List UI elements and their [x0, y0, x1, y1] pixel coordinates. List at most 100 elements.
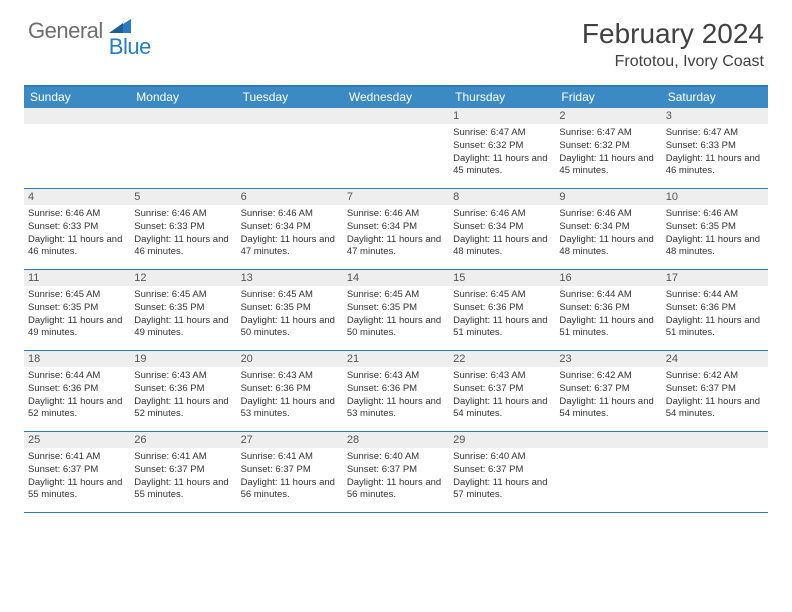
day-number: 17: [662, 270, 768, 286]
sunrise-text: Sunrise: 6:40 AM: [453, 451, 551, 464]
daylight-text: Daylight: 11 hours and 54 minutes.: [666, 396, 764, 422]
brand-text-blue: Blue: [109, 34, 151, 60]
day-number: 12: [130, 270, 236, 286]
calendar-cell: 4Sunrise: 6:46 AMSunset: 6:33 PMDaylight…: [24, 189, 130, 269]
sunset-text: Sunset: 6:35 PM: [666, 221, 764, 234]
sunset-text: Sunset: 6:35 PM: [134, 302, 232, 315]
sunrise-text: Sunrise: 6:41 AM: [241, 451, 339, 464]
daylight-text: Daylight: 11 hours and 46 minutes.: [666, 153, 764, 179]
sunrise-text: Sunrise: 6:45 AM: [134, 289, 232, 302]
sunset-text: Sunset: 6:32 PM: [453, 140, 551, 153]
daylight-text: Daylight: 11 hours and 51 minutes.: [666, 315, 764, 341]
day-number: 19: [130, 351, 236, 367]
day-number: 6: [237, 189, 343, 205]
calendar-cell: 13 Sunrise: 6:45 AMSunset: 6:35 PMDayligh…: [237, 270, 343, 350]
sunrise-text: Sunrise: 6:45 AM: [347, 289, 445, 302]
sunset-text: Sunset: 6:34 PM: [453, 221, 551, 234]
sunset-text: Sunset: 6:35 PM: [347, 302, 445, 315]
sunrise-text: Sunrise: 6:43 AM: [134, 370, 232, 383]
daylight-text: Daylight: 11 hours and 47 minutes.: [347, 234, 445, 260]
sunrise-text: Sunrise: 6:46 AM: [666, 208, 764, 221]
calendar: SundayMondayTuesdayWednesdayThursdayFrid…: [24, 85, 768, 513]
day-number: 7: [343, 189, 449, 205]
sunset-text: Sunset: 6:35 PM: [241, 302, 339, 315]
weekday-label: Monday: [130, 87, 236, 108]
calendar-cell: 26Sunrise: 6:41 AMSunset: 6:37 PMDayligh…: [130, 432, 236, 512]
daylight-text: Daylight: 11 hours and 48 minutes.: [453, 234, 551, 260]
calendar-cell: [662, 432, 768, 512]
day-number: 10: [662, 189, 768, 205]
day-number: 21: [343, 351, 449, 367]
daylight-text: Daylight: 11 hours and 48 minutes.: [666, 234, 764, 260]
sunset-text: Sunset: 6:37 PM: [347, 464, 445, 477]
day-number: 22: [449, 351, 555, 367]
sunset-text: Sunset: 6:34 PM: [347, 221, 445, 234]
weekday-header: SundayMondayTuesdayWednesdayThursdayFrid…: [24, 87, 768, 108]
calendar-cell: 15Sunrise: 6:45 AMSunset: 6:36 PMDayligh…: [449, 270, 555, 350]
calendar-cell: 28Sunrise: 6:40 AMSunset: 6:37 PMDayligh…: [343, 432, 449, 512]
calendar-week: 25Sunrise: 6:41 AMSunset: 6:37 PMDayligh…: [24, 432, 768, 513]
day-number: 13: [237, 270, 343, 286]
page-header: General Blue February 2024 Frototou, Ivo…: [0, 0, 792, 79]
weekday-label: Saturday: [662, 87, 768, 108]
sunset-text: Sunset: 6:34 PM: [559, 221, 657, 234]
calendar-cell: 21Sunrise: 6:43 AMSunset: 6:36 PMDayligh…: [343, 351, 449, 431]
calendar-cell: 10 Sunrise: 6:46 AMSunset: 6:35 PMDayligh…: [662, 189, 768, 269]
calendar-cell: [343, 108, 449, 188]
daylight-text: Daylight: 11 hours and 52 minutes.: [28, 396, 126, 422]
sunrise-text: Sunrise: 6:46 AM: [241, 208, 339, 221]
day-number: 20: [237, 351, 343, 367]
sunrise-text: Sunrise: 6:45 AM: [241, 289, 339, 302]
calendar-cell: 9Sunrise: 6:46 AMSunset: 6:34 PMDaylight…: [555, 189, 661, 269]
sunset-text: Sunset: 6:32 PM: [559, 140, 657, 153]
daylight-text: Daylight: 11 hours and 50 minutes.: [241, 315, 339, 341]
day-number: 14: [343, 270, 449, 286]
calendar-cell: 24Sunrise: 6:42 AMSunset: 6:37 PMDayligh…: [662, 351, 768, 431]
sunrise-text: Sunrise: 6:47 AM: [453, 127, 551, 140]
day-number: 18: [24, 351, 130, 367]
sunset-text: Sunset: 6:34 PM: [241, 221, 339, 234]
sunset-text: Sunset: 6:35 PM: [28, 302, 126, 315]
daylight-text: Daylight: 11 hours and 48 minutes.: [559, 234, 657, 260]
daylight-text: Daylight: 11 hours and 51 minutes.: [453, 315, 551, 341]
sunrise-text: Sunrise: 6:40 AM: [347, 451, 445, 464]
sunset-text: Sunset: 6:37 PM: [453, 383, 551, 396]
daylight-text: Daylight: 11 hours and 46 minutes.: [28, 234, 126, 260]
daylight-text: Daylight: 11 hours and 56 minutes.: [241, 477, 339, 503]
daylight-text: Daylight: 11 hours and 47 minutes.: [241, 234, 339, 260]
sunrise-text: Sunrise: 6:41 AM: [134, 451, 232, 464]
brand-logo: General Blue: [28, 18, 173, 44]
calendar-cell: 25Sunrise: 6:41 AMSunset: 6:37 PMDayligh…: [24, 432, 130, 512]
day-number-empty: [237, 108, 343, 124]
daylight-text: Daylight: 11 hours and 56 minutes.: [347, 477, 445, 503]
sunrise-text: Sunrise: 6:42 AM: [559, 370, 657, 383]
daylight-text: Daylight: 11 hours and 52 minutes.: [134, 396, 232, 422]
daylight-text: Daylight: 11 hours and 55 minutes.: [28, 477, 126, 503]
calendar-cell: 7Sunrise: 6:46 AMSunset: 6:34 PMDaylight…: [343, 189, 449, 269]
weekday-label: Sunday: [24, 87, 130, 108]
sunset-text: Sunset: 6:33 PM: [666, 140, 764, 153]
daylight-text: Daylight: 11 hours and 53 minutes.: [347, 396, 445, 422]
sunrise-text: Sunrise: 6:46 AM: [134, 208, 232, 221]
sunset-text: Sunset: 6:36 PM: [559, 302, 657, 315]
sunrise-text: Sunrise: 6:43 AM: [241, 370, 339, 383]
sunset-text: Sunset: 6:36 PM: [347, 383, 445, 396]
calendar-cell: [555, 432, 661, 512]
calendar-week: 18Sunrise: 6:44 AMSunset: 6:36 PMDayligh…: [24, 351, 768, 432]
day-number: 27: [237, 432, 343, 448]
calendar-week: 4Sunrise: 6:46 AMSunset: 6:33 PMDaylight…: [24, 189, 768, 270]
calendar-cell: [237, 108, 343, 188]
day-number: 5: [130, 189, 236, 205]
sunrise-text: Sunrise: 6:44 AM: [28, 370, 126, 383]
weekday-label: Thursday: [449, 87, 555, 108]
calendar-cell: 22Sunrise: 6:43 AMSunset: 6:37 PMDayligh…: [449, 351, 555, 431]
sunrise-text: Sunrise: 6:44 AM: [666, 289, 764, 302]
day-number: 24: [662, 351, 768, 367]
day-number: 8: [449, 189, 555, 205]
calendar-cell: 1Sunrise: 6:47 AMSunset: 6:32 PMDaylight…: [449, 108, 555, 188]
day-number: 15: [449, 270, 555, 286]
daylight-text: Daylight: 11 hours and 45 minutes.: [559, 153, 657, 179]
sunset-text: Sunset: 6:37 PM: [559, 383, 657, 396]
daylight-text: Daylight: 11 hours and 46 minutes.: [134, 234, 232, 260]
daylight-text: Daylight: 11 hours and 54 minutes.: [453, 396, 551, 422]
